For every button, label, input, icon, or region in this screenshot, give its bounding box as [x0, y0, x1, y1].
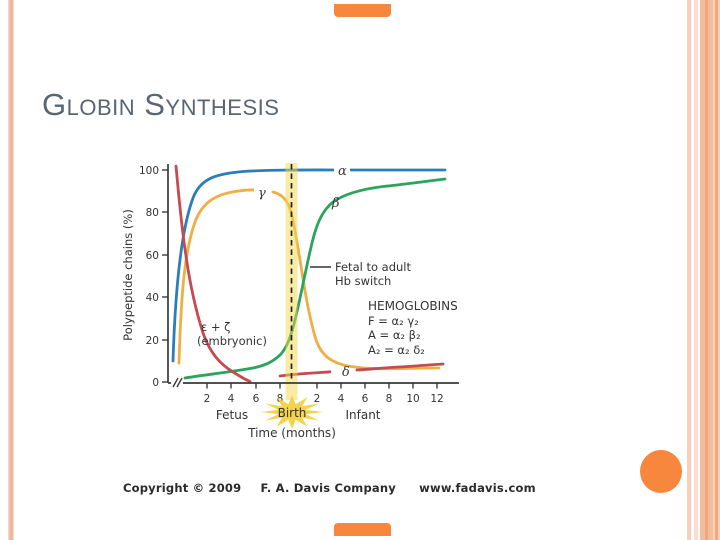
- region-label-fetus: Fetus: [216, 408, 248, 422]
- x-tick-label: 10: [406, 393, 419, 405]
- copyright-publisher: F. A. Davis Company: [260, 481, 396, 495]
- x-axis-label: Time (months): [247, 426, 336, 440]
- copyright-url: www.fadavis.com: [419, 481, 536, 495]
- gamma-label-gap: [254, 184, 271, 199]
- alpha-curve-label: α: [338, 164, 347, 179]
- x-ticks: [206, 383, 438, 389]
- hemoglobins-line-a2: A₂ = α₂ δ₂: [368, 343, 425, 357]
- y-tick-label: 60: [146, 250, 159, 262]
- x-tick-label: 2: [204, 393, 211, 405]
- chart-svg: 0 20 40 60 80 100 Polypeptide chains (%)…: [121, 163, 459, 440]
- x-tick-label: 6: [362, 393, 369, 405]
- x-tick-label: 4: [338, 393, 345, 405]
- hemoglobins-title: HEMOGLOBINS: [368, 299, 458, 313]
- y-tick-label: 80: [146, 207, 159, 219]
- accent-tab-bottom: [334, 523, 391, 536]
- x-tick-label: 8: [386, 393, 393, 405]
- x-tick-label: 12: [430, 393, 443, 405]
- alpha-curve: [171, 168, 447, 363]
- embryonic-label: (embryonic): [197, 334, 267, 348]
- region-label-birth: Birth: [278, 406, 307, 420]
- birth-starburst: [261, 395, 323, 429]
- y-axis-label: Polypeptide chains (%): [121, 209, 135, 341]
- hemoglobins-line-f: F = α₂ γ₂: [368, 314, 419, 328]
- x-tick-label: 2: [314, 393, 321, 405]
- copyright-text: Copyright © 2009: [123, 481, 242, 495]
- y-tick-label: 40: [146, 292, 159, 304]
- accent-tab-top: [334, 4, 391, 17]
- x-tick-label: 6: [253, 393, 260, 405]
- region-label-infant: Infant: [345, 408, 380, 422]
- axis-break-slash: [172, 377, 179, 388]
- x-tick-label: 8: [277, 393, 284, 405]
- switch-annotation-line1: Fetal to adult: [335, 260, 411, 274]
- y-ticks: [162, 169, 168, 383]
- hemoglobins-line-a: A = α₂ β₂: [368, 328, 421, 342]
- gamma-curve-label: γ: [258, 186, 266, 201]
- beta-curve: [183, 177, 447, 380]
- right-border-stripes: [687, 0, 720, 540]
- delta-curve: [278, 362, 445, 378]
- y-tick-label: 0: [152, 377, 159, 389]
- epsilon-zeta-curve: [174, 164, 252, 383]
- beta-curve-label: β: [331, 196, 340, 211]
- switch-annotation-line2: Hb switch: [335, 274, 391, 288]
- axis-break-slash: [176, 377, 183, 388]
- page-title: Globin Synthesis: [42, 86, 280, 122]
- alpha-label-gap: [334, 163, 350, 177]
- x-tick-label: 4: [228, 393, 235, 405]
- globin-synthesis-chart: 0 20 40 60 80 100 Polypeptide chains (%)…: [113, 148, 485, 448]
- accent-circle: [640, 450, 682, 493]
- axis-break-gap: [171, 379, 183, 386]
- left-border-stripe: [8, 0, 14, 540]
- figure-copyright: Copyright © 2009 F. A. Davis Company www…: [123, 481, 536, 495]
- delta-curve-label: δ: [342, 365, 350, 380]
- y-tick-label: 100: [139, 165, 159, 177]
- y-tick-label: 20: [146, 335, 159, 347]
- epsilon-zeta-label: ε + ζ: [201, 320, 230, 334]
